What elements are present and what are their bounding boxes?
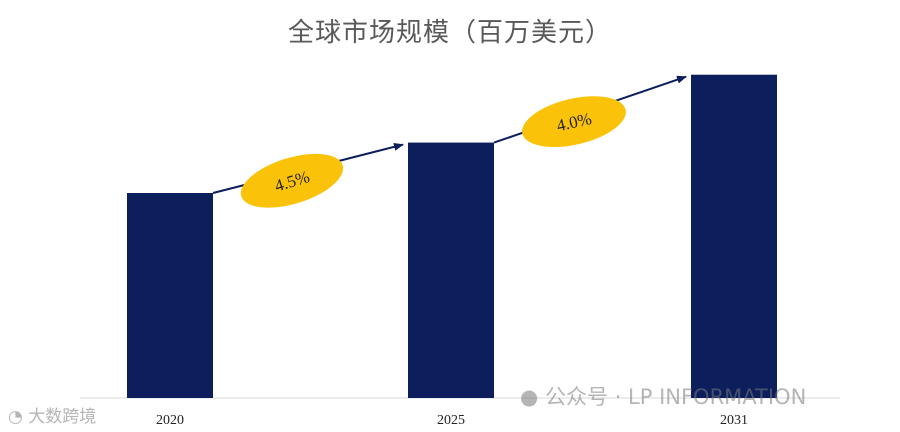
bar-2020 xyxy=(127,193,213,398)
x-tick-label-2020: 2020 xyxy=(156,413,184,428)
growth-badge-0 xyxy=(240,153,344,208)
wechat-watermark: ● 公众号 · LP INFORMATION xyxy=(520,381,806,411)
brand-watermark: ◔ 大数跨境 xyxy=(8,402,96,427)
brand-watermark-text: 大数跨境 xyxy=(28,407,97,427)
bar-2025 xyxy=(408,142,494,398)
bar-2031 xyxy=(691,74,777,398)
watermark-text: 公众号 · LP INFORMATION xyxy=(545,385,807,409)
x-tick-label-2031: 2031 xyxy=(720,413,748,428)
wechat-icon: ● xyxy=(520,385,539,409)
chart-title: 全球市场规模（百万美元） xyxy=(287,18,612,48)
growth-badge-1 xyxy=(522,96,626,148)
x-tick-label-2025: 2025 xyxy=(437,413,465,428)
brand-logo-icon: ◔ xyxy=(8,407,23,427)
